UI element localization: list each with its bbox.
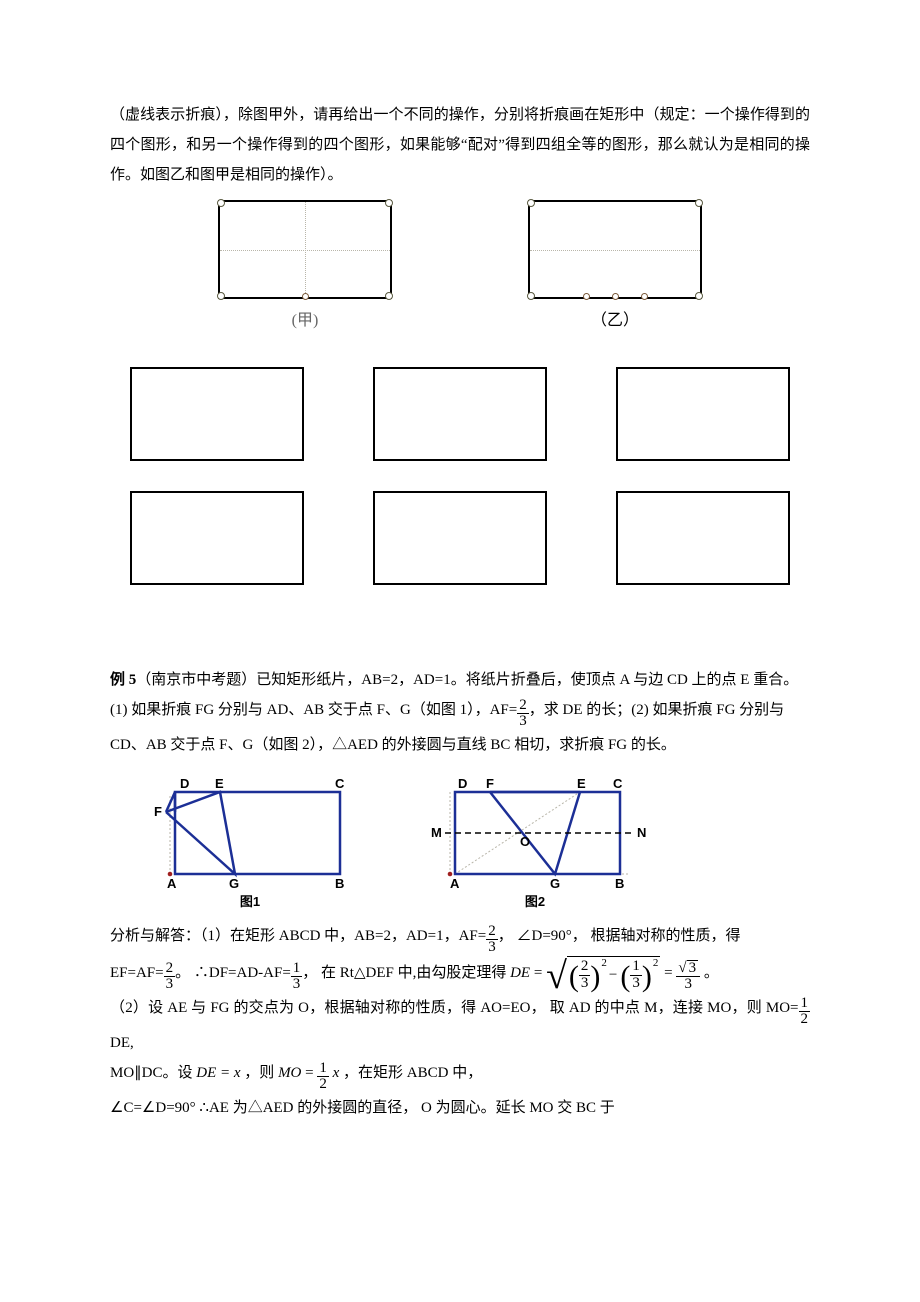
fig2-caption: 图2 xyxy=(420,889,650,915)
sol1-b: ， ∠D=90°， 根据轴对称的性质，得 xyxy=(498,928,741,944)
sol2-b: 。 ∴DF=AD-AF= xyxy=(175,965,291,981)
solution-line4: MO∥DC。设 DE = x ，则 MO = 12 x ，在矩形 ABCD 中， xyxy=(110,1058,810,1093)
figure-1: D E C F A G B 图1 xyxy=(140,774,360,915)
equals: = xyxy=(305,1065,313,1081)
de-var: DE xyxy=(510,965,530,981)
corner-dot xyxy=(695,292,703,300)
figure-yi: （乙） xyxy=(528,200,702,337)
sol3-a: （2）设 AE 与 FG 的交点为 O，根据轴对称的性质，得 AO=EO， 取 … xyxy=(110,1000,799,1016)
x-var: x xyxy=(333,1065,340,1081)
corner-dot xyxy=(527,292,535,300)
label-E: E xyxy=(577,776,586,791)
sol4-b: ，则 xyxy=(244,1065,278,1081)
blank-rect xyxy=(130,367,304,461)
corner-dot xyxy=(217,292,225,300)
fig1-caption: 图1 xyxy=(140,889,360,915)
intro-paragraph: （虚线表示折痕），除图甲外，请再给出一个不同的操作，分别将折痕画在矩形中（规定：… xyxy=(110,100,810,190)
fig1-svg: D E C F A G B xyxy=(140,774,360,889)
sqrt-expression: √ (23)2 − (13)2 xyxy=(546,956,660,992)
label-N: N xyxy=(637,825,646,840)
label-A: A xyxy=(167,876,177,889)
blank-rect xyxy=(616,367,790,461)
corner-dot xyxy=(527,199,535,207)
fold-horizontal xyxy=(220,250,390,251)
corner-dot xyxy=(385,199,393,207)
corner-dot xyxy=(695,199,703,207)
frac-root3-3: √33 xyxy=(676,960,700,994)
solution-line3: （2）设 AE 与 FG 的交点为 O，根据轴对称的性质，得 AO=EO， 取 … xyxy=(110,993,810,1058)
blank-rect xyxy=(130,491,304,585)
corner-dot xyxy=(217,199,225,207)
frac-2-3: 23 xyxy=(486,924,498,957)
mo-var: MO xyxy=(278,1065,301,1081)
part1-b: ，求 DE 的长；(2) 如果折痕 FG 分别与 xyxy=(529,702,784,718)
label-M: M xyxy=(431,825,442,840)
corner-dot xyxy=(385,292,393,300)
label-O: O xyxy=(520,834,530,849)
example5-part2: CD、AB 交于点 F、G（如图 2），△AED 的外接圆与直线 BC 相切，求… xyxy=(110,730,810,760)
example5-body-a: 已知矩形纸片，AB=2，AD=1。将纸片折叠后，使顶点 A 与边 CD 上的点 … xyxy=(256,672,798,688)
caption-yi: （乙） xyxy=(528,305,702,337)
example5-part1: (1) 如果折痕 FG 分别与 AD、AB 交于点 F、G（如图 1），AF=2… xyxy=(110,695,810,730)
label-D: D xyxy=(180,776,189,791)
mid-dot xyxy=(583,293,590,300)
sol2-c: ， 在 Rt△DEF 中,由勾股定理得 xyxy=(302,965,510,981)
fig2-svg: D F E C M O N A G B xyxy=(420,774,650,889)
equals: = xyxy=(534,965,542,981)
blank-rect xyxy=(373,367,547,461)
sol4-c: ，在矩形 ABCD 中， xyxy=(343,1065,482,1081)
sol4-a: MO∥DC。设 xyxy=(110,1065,193,1081)
label-C: C xyxy=(335,776,345,791)
solution-line5: ∠C=∠D=90° ∴AE 为△AED 的外接圆的直径， O 为圆心。延长 MO… xyxy=(110,1093,810,1123)
label-A: A xyxy=(450,876,460,889)
solution-line1: 分析与解答：（1）在矩形 ABCD 中，AB=2，AD=1，AF=23， ∠D=… xyxy=(110,921,810,956)
rect-jia xyxy=(218,200,392,299)
figure-2: D F E C M O N A G B 图2 xyxy=(420,774,650,915)
frac-2-3: 23 xyxy=(517,698,529,731)
frac-1-3: 13 xyxy=(291,961,303,994)
sol2-a: EF=AF= xyxy=(110,965,164,981)
mid-dot xyxy=(302,293,309,300)
figure-row-jia-yi: (甲) （乙） xyxy=(150,200,770,337)
label-F: F xyxy=(154,804,162,819)
blank-rect xyxy=(616,491,790,585)
example5-statement: 例 5（南京市中考题）已知矩形纸片，AB=2，AD=1。将纸片折叠后，使顶点 A… xyxy=(110,665,810,695)
fold-horizontal xyxy=(530,250,700,251)
figure-jia: (甲) xyxy=(218,200,392,337)
sol1-a: 分析与解答：（1）在矩形 ABCD 中，AB=2，AD=1，AF= xyxy=(110,928,486,944)
equals: = xyxy=(664,965,672,981)
blank-row-2 xyxy=(130,491,790,585)
de-eq-x: DE = x xyxy=(196,1065,240,1081)
rect-yi xyxy=(528,200,702,299)
solution-line2: EF=AF=23。 ∴DF=AD-AF=13， 在 Rt△DEF 中,由勾股定理… xyxy=(110,956,810,993)
label-B: B xyxy=(335,876,344,889)
label-F: F xyxy=(486,776,494,791)
label-E: E xyxy=(215,776,224,791)
mid-dot xyxy=(641,293,648,300)
frac-1-2: 12 xyxy=(317,1061,329,1094)
blank-row-1 xyxy=(130,367,790,461)
example5-label: 例 5 xyxy=(110,672,136,688)
caption-jia: (甲) xyxy=(218,305,392,337)
problem-figures: D E C F A G B 图1 D F E C M O N A xyxy=(140,774,790,915)
frac-1-2: 12 xyxy=(799,996,811,1029)
frac-2-3: 23 xyxy=(164,961,176,994)
blank-rect xyxy=(373,491,547,585)
label-D: D xyxy=(458,776,467,791)
label-C: C xyxy=(613,776,623,791)
example5-source: （南京市中考题） xyxy=(136,672,256,688)
label-G: G xyxy=(550,876,560,889)
sol3-b: DE, xyxy=(110,1035,134,1051)
label-G: G xyxy=(229,876,239,889)
part1-a: (1) 如果折痕 FG 分别与 AD、AB 交于点 F、G（如图 1），AF= xyxy=(110,702,517,718)
label-B: B xyxy=(615,876,624,889)
mid-dot xyxy=(612,293,619,300)
